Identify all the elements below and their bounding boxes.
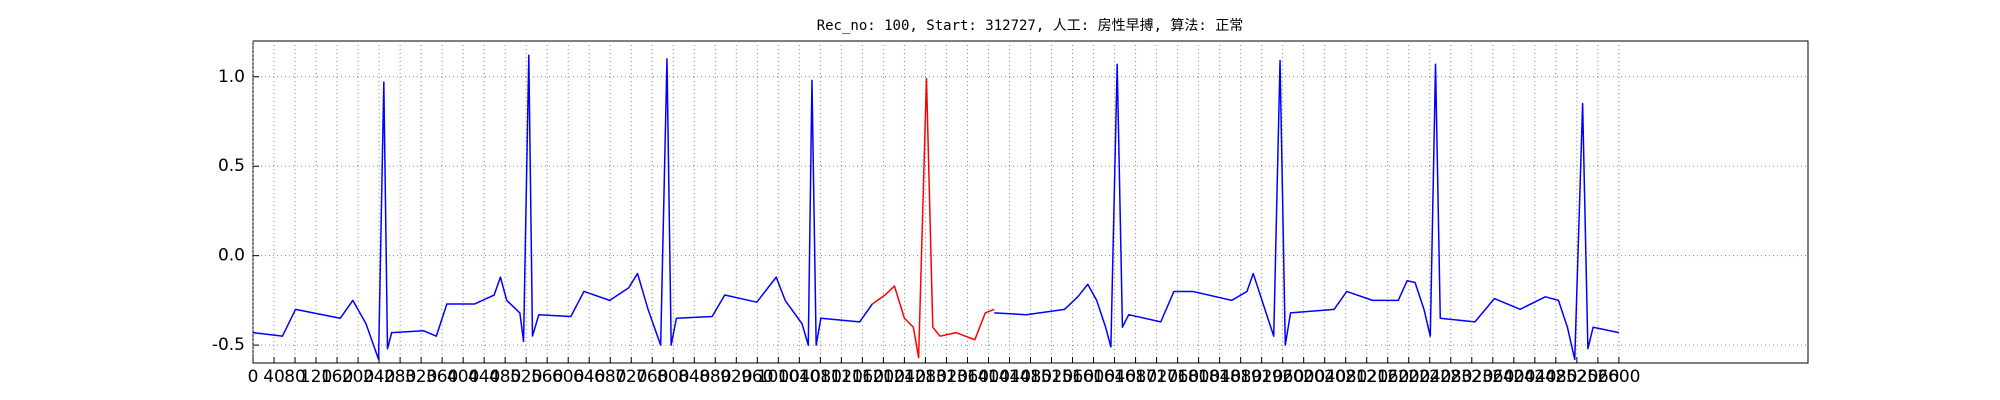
x-tick-label: 80 xyxy=(284,367,306,387)
y-tick-label: -0.5 xyxy=(212,335,245,355)
x-tick-label: 1720 xyxy=(1135,367,1178,387)
x-tick-label: 2560 xyxy=(1576,367,1619,387)
x-tick-label: 400 xyxy=(447,367,479,387)
x-tick-label: 2240 xyxy=(1408,367,1451,387)
x-tick-label: 520 xyxy=(510,367,542,387)
x-tick-label: 2440 xyxy=(1513,367,1556,387)
x-tick-label: 640 xyxy=(573,367,605,387)
x-tick-label: 2160 xyxy=(1366,367,1409,387)
x-tick-label: 800 xyxy=(657,367,689,387)
x-tick-label: 1600 xyxy=(1072,367,1115,387)
x-tick-label: 280 xyxy=(384,367,416,387)
x-tick-label: 1840 xyxy=(1198,367,1241,387)
x-tick-label: 2080 xyxy=(1324,367,1367,387)
x-tick-label: 1360 xyxy=(946,367,989,387)
x-tick-label: 2360 xyxy=(1471,367,1514,387)
x-tick-label: 160 xyxy=(321,367,353,387)
x-tick-label: 2520 xyxy=(1555,367,1598,387)
x-tick-label: 880 xyxy=(699,367,731,387)
x-tick-label: 2040 xyxy=(1303,367,1346,387)
x-tick-label: 760 xyxy=(636,367,668,387)
x-tick-label: 1120 xyxy=(820,367,863,387)
x-tick-label: 1920 xyxy=(1240,367,1283,387)
x-tick-label: 960 xyxy=(741,367,773,387)
y-tick-label: 0.5 xyxy=(218,156,245,176)
x-tick-label: 120 xyxy=(300,367,332,387)
x-tick-label: 2000 xyxy=(1282,367,1325,387)
y-tick-label: 1.0 xyxy=(218,67,245,87)
x-tick-label: 1240 xyxy=(883,367,926,387)
y-tick-label: 0.0 xyxy=(218,246,245,266)
x-tick-label: 920 xyxy=(720,367,752,387)
x-tick-label: 2600 xyxy=(1597,367,1640,387)
x-tick-label: 720 xyxy=(615,367,647,387)
x-tick-label: 840 xyxy=(678,367,710,387)
x-tick-label: 1520 xyxy=(1030,367,1073,387)
x-tick-label: 240 xyxy=(363,367,395,387)
x-tick-label: 1040 xyxy=(778,367,821,387)
x-tick-label: 1400 xyxy=(967,367,1010,387)
x-tick-label: 1640 xyxy=(1093,367,1136,387)
x-tick-label: 480 xyxy=(489,367,521,387)
x-tick-label: 600 xyxy=(552,367,584,387)
x-tick-label: 2280 xyxy=(1429,367,1472,387)
x-tick-label: 1080 xyxy=(799,367,842,387)
x-tick-label: 0 xyxy=(248,367,259,387)
x-tick-label: 360 xyxy=(426,367,458,387)
x-tick-label: 1560 xyxy=(1051,367,1094,387)
x-tick-label: 1280 xyxy=(904,367,947,387)
x-tick-label: 560 xyxy=(531,367,563,387)
x-tick-label: 2120 xyxy=(1345,367,1388,387)
x-tick-label: 1000 xyxy=(757,367,800,387)
x-tick-label: 1680 xyxy=(1114,367,1157,387)
x-tick-label: 1760 xyxy=(1156,367,1199,387)
chart-title: Rec_no: 100, Start: 312727, 人工: 房性早搏, 算法… xyxy=(817,17,1244,34)
x-tick-label: 320 xyxy=(405,367,437,387)
x-tick-label: 2400 xyxy=(1492,367,1535,387)
x-tick-label: 1320 xyxy=(925,367,968,387)
x-tick-label: 1480 xyxy=(1009,367,1052,387)
ecg-line xyxy=(871,77,995,359)
ecg-line xyxy=(252,54,1620,361)
x-tick-label: 1160 xyxy=(841,367,884,387)
x-tick-label: 2480 xyxy=(1534,367,1577,387)
x-tick-label: 680 xyxy=(594,367,626,387)
x-tick-label: 440 xyxy=(468,367,500,387)
x-tick-label: 40 xyxy=(263,367,285,387)
x-tick-label: 2200 xyxy=(1387,367,1430,387)
x-tick-label: 1960 xyxy=(1261,367,1304,387)
x-tick-label: 1440 xyxy=(988,367,1031,387)
x-tick-label: 1200 xyxy=(862,367,905,387)
x-tick-label: 1800 xyxy=(1177,367,1220,387)
x-tick-label: 1880 xyxy=(1219,367,1262,387)
x-tick-label: 200 xyxy=(342,367,374,387)
x-tick-label: 2320 xyxy=(1450,367,1493,387)
